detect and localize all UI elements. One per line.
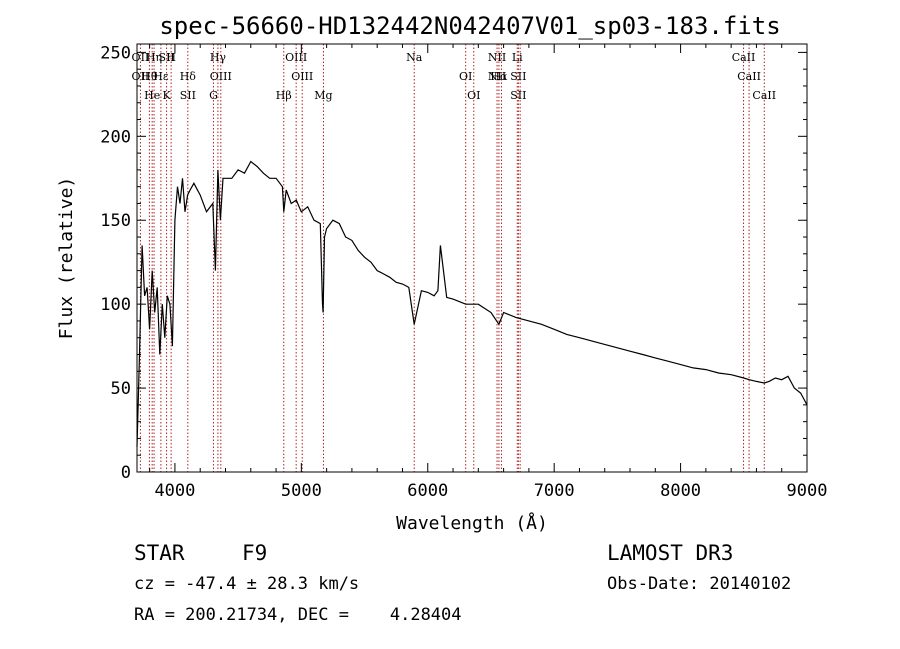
- line-label: OII: [132, 51, 150, 64]
- y-axis-label: Flux (relative): [56, 177, 77, 340]
- y-tick-label: 250: [100, 43, 131, 63]
- line-label: Hβ: [276, 89, 292, 102]
- line-label: Hα: [490, 70, 508, 83]
- line-label: Hγ: [210, 51, 227, 64]
- y-tick-label: 150: [100, 211, 131, 231]
- x-tick-label: 4000: [154, 481, 195, 501]
- y-tick-label: 0: [121, 463, 131, 483]
- line-label: OIII: [210, 70, 232, 83]
- line-label: Li: [512, 51, 523, 64]
- line-label: NII: [488, 51, 506, 64]
- object-subclass: F9: [242, 541, 267, 565]
- line-label: SII: [510, 89, 526, 102]
- line-label: Hε: [153, 70, 169, 83]
- x-tick-label: 5000: [281, 481, 322, 501]
- line-label: SII: [510, 70, 526, 83]
- line-label: NII: [488, 70, 506, 83]
- line-label: K: [162, 89, 171, 102]
- object-class: STAR: [134, 541, 185, 565]
- line-label: OIII: [291, 70, 313, 83]
- line-label: Hθ: [141, 70, 158, 83]
- x-axis-label: Wavelength (Å): [396, 512, 548, 534]
- line-label: H: [166, 51, 176, 64]
- observation-date: Obs-Date: 20140102: [607, 574, 791, 594]
- plot-frame: [136, 43, 808, 473]
- y-tick-label: 100: [100, 295, 131, 315]
- y-axis: 0 50 100 150 200 250: [100, 43, 807, 483]
- chart-title: spec-56660-HD132442N042407V01_sp03-183.f…: [159, 12, 780, 40]
- line-label: OII: [132, 70, 150, 83]
- x-axis: 4000 5000 6000 7000 8000 9000: [149, 44, 828, 501]
- redshift-velocity: cz = -47.4 ± 28.3 km/s: [134, 574, 359, 594]
- spectrum-line: [136, 160, 808, 447]
- line-label: OI: [459, 70, 472, 83]
- line-label: SII: [158, 51, 174, 64]
- line-label: G: [209, 89, 218, 102]
- line-label: CaII: [737, 70, 761, 83]
- x-tick-label: 6000: [407, 481, 448, 501]
- line-label: Mg: [314, 89, 332, 102]
- line-label: CaII: [732, 51, 756, 64]
- line-label: Hδ: [180, 70, 197, 83]
- line-label: OI: [467, 89, 480, 102]
- line-label: SII: [180, 89, 196, 102]
- coordinates: RA = 200.21734, DEC = 4.28404: [134, 605, 462, 625]
- x-tick-label: 9000: [787, 481, 828, 501]
- y-tick-label: 200: [100, 127, 131, 147]
- line-label: Na: [406, 51, 423, 64]
- x-tick-label: 8000: [660, 481, 701, 501]
- y-tick-label: 50: [111, 379, 131, 399]
- spectral-line-markers: [139, 44, 765, 472]
- x-tick-label: 7000: [534, 481, 575, 501]
- line-label: CaII: [752, 89, 776, 102]
- line-label: Hη: [146, 51, 162, 64]
- line-label: OIII: [285, 51, 307, 64]
- line-label: He: [144, 89, 160, 102]
- survey-name: LAMOST DR3: [607, 541, 733, 565]
